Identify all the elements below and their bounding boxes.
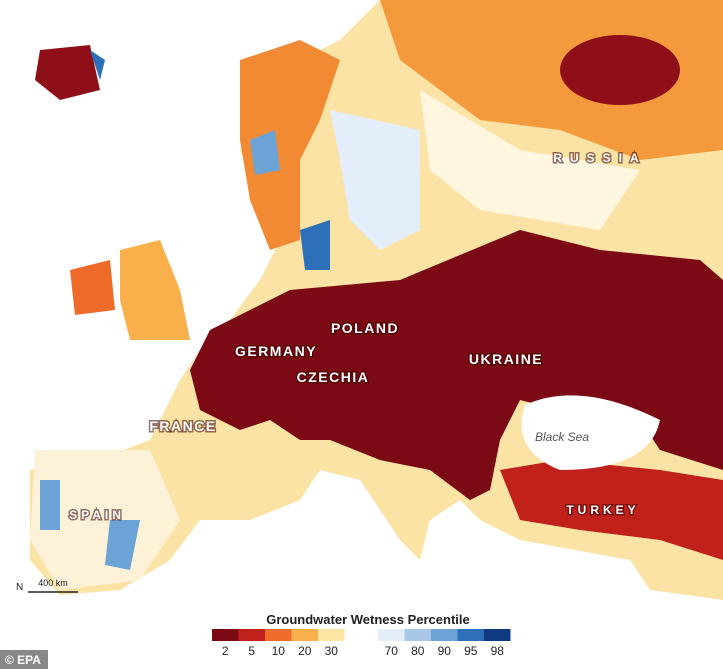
country-label: UKRAINE [469,351,543,367]
finland [330,110,420,250]
legend-swatch [431,629,458,641]
dry-core [190,230,723,500]
legend-swatch [378,629,405,641]
legend-label: 95 [464,644,478,658]
legend-label: 98 [491,644,505,658]
legend-title: Groundwater Wetness Percentile [266,612,470,627]
scale-label: 400 km [38,578,68,588]
legend-label: 30 [325,644,339,658]
legend-swatch [457,629,484,641]
britain [120,240,190,340]
country-label: POLAND [331,320,399,336]
wet-region [300,220,330,270]
legend-label: 80 [411,644,425,658]
scandinavia [240,40,340,250]
legend-label: 70 [385,644,399,658]
legend-swatch [238,629,265,641]
country-label: TURKEY [566,503,639,517]
wet-region [90,50,105,80]
spain [30,450,180,590]
country-label: GERMANY [235,343,317,359]
legend-swatch [404,629,431,641]
legend-panel [0,605,723,669]
normal-region [420,90,640,230]
map: RUSSIA POLAND GERMANY CZECHIA UKRAINE FR… [16,0,723,600]
legend-swatch [291,629,318,641]
iceland [35,45,100,100]
country-label: FRANCE [149,418,216,434]
sea-label: Black Sea [535,430,589,444]
wet-region [40,480,140,570]
legend-swatch [212,629,239,641]
dry-core [560,35,680,105]
ireland [70,260,115,315]
country-label: RUSSIA [553,151,646,165]
legend-swatch [318,629,345,641]
legend-label: 5 [248,644,255,658]
turkey-region [500,460,723,560]
legend-label: 20 [298,644,312,658]
country-label: SPAIN [69,508,125,522]
black-sea [521,395,660,470]
legend-swatch [265,629,292,641]
north-arrow: N [16,582,23,593]
legend: 2 5 10 20 30 70 80 90 95 98 [212,629,511,658]
legend-label: 90 [438,644,452,658]
country-label: CZECHIA [297,369,370,385]
legend-label: 10 [272,644,286,658]
legend-swatch [484,629,511,641]
wet-region [250,130,280,175]
credit: © EPA [5,653,41,667]
credit-badge [0,650,48,669]
legend-label: 2 [222,644,229,658]
